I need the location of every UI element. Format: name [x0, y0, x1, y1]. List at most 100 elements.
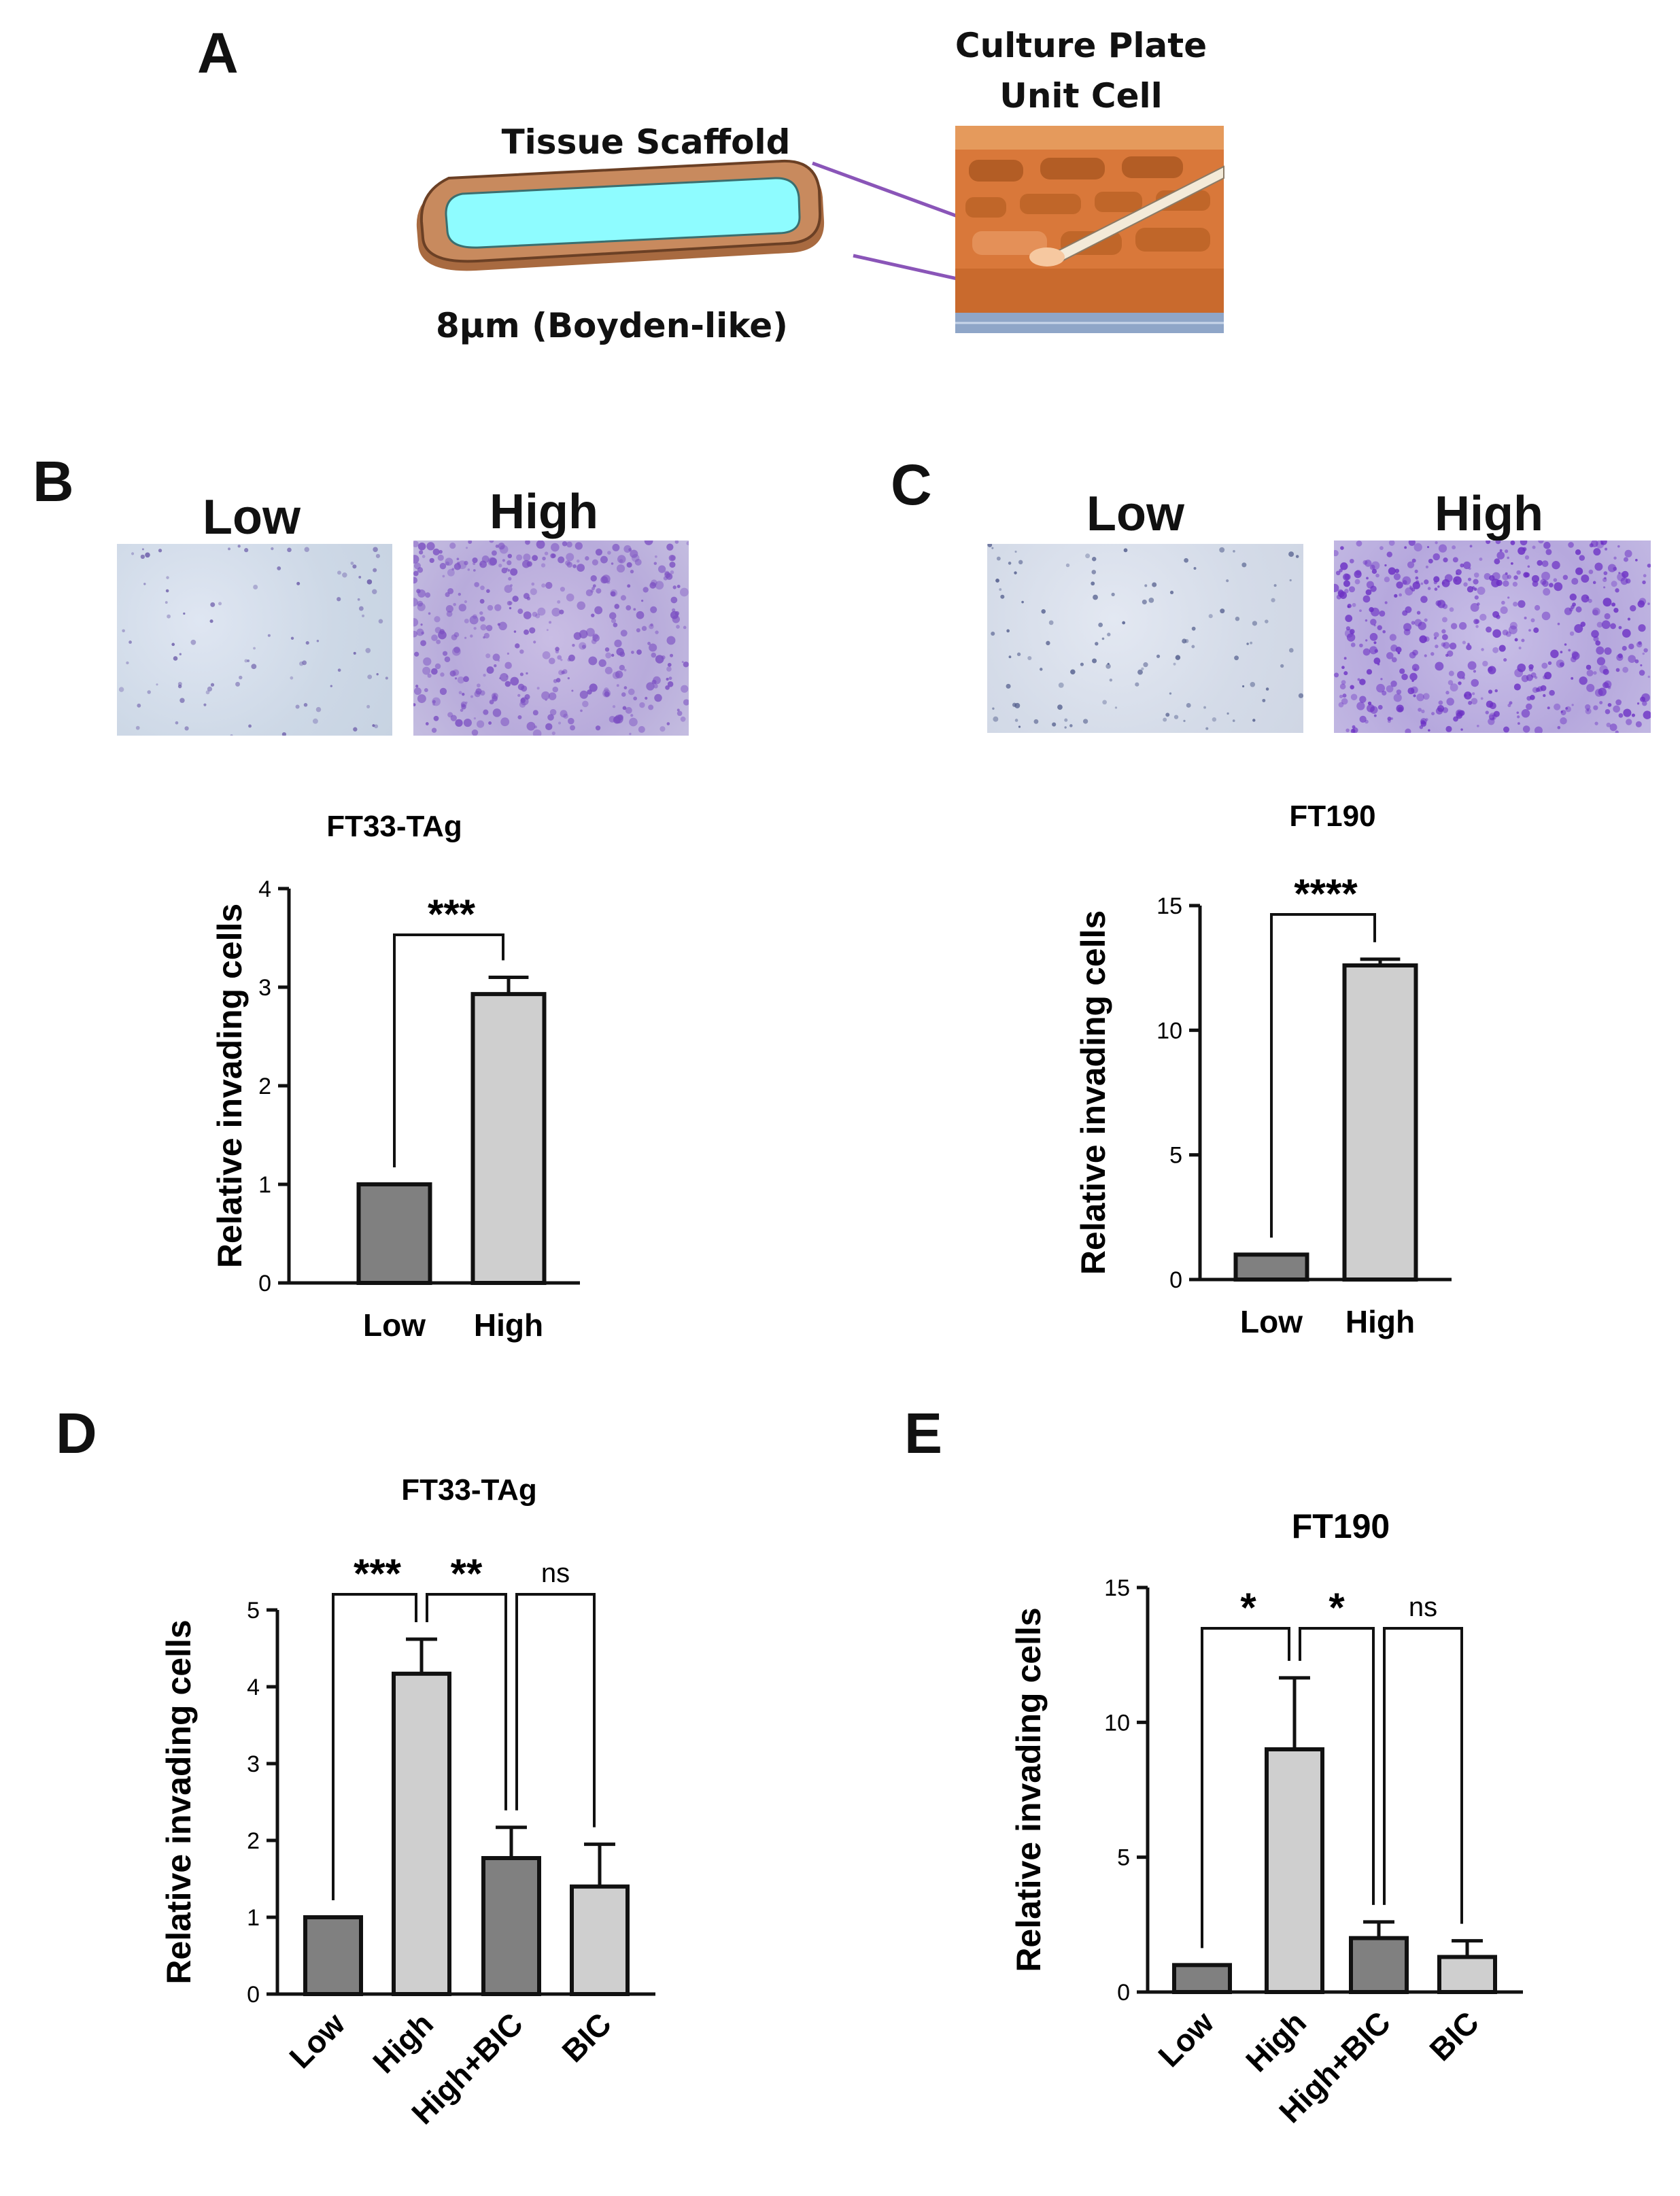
stained-cell — [1639, 670, 1645, 676]
stained-cell — [228, 547, 230, 551]
stained-cell — [1547, 706, 1550, 710]
stained-cell — [1569, 631, 1575, 636]
stained-cell — [592, 584, 596, 588]
stained-cell — [1424, 654, 1427, 657]
stained-cell — [1384, 564, 1387, 567]
stained-cell — [1407, 687, 1415, 695]
stained-cell — [630, 714, 634, 717]
stained-cell — [1425, 565, 1428, 568]
stained-cell — [1626, 719, 1632, 725]
stained-cell — [455, 719, 463, 727]
stained-cell — [1352, 602, 1356, 607]
stained-cell — [1173, 662, 1176, 666]
stained-cell — [1623, 557, 1628, 562]
stained-cell — [1495, 541, 1501, 545]
stained-cell — [456, 562, 460, 565]
stained-cell — [566, 593, 575, 602]
stained-cell — [1535, 676, 1538, 679]
stained-cell — [1428, 558, 1433, 564]
stained-cell — [1387, 717, 1392, 721]
stained-cell — [644, 541, 653, 545]
stained-cell — [1386, 652, 1394, 659]
stained-cell — [1571, 704, 1574, 706]
stained-cell — [680, 716, 686, 722]
stained-cell — [676, 708, 680, 712]
stained-cell — [1628, 643, 1634, 650]
stained-cell — [1416, 580, 1420, 584]
stained-cell — [619, 664, 625, 671]
stained-cell — [1547, 661, 1552, 666]
stained-cell — [639, 702, 645, 708]
stained-cell — [1532, 545, 1536, 549]
stained-cell — [1295, 555, 1299, 558]
stained-cell — [1280, 664, 1284, 668]
stained-cell — [417, 567, 424, 573]
stained-cell — [1027, 655, 1032, 661]
stained-cell — [1420, 721, 1427, 727]
stained-cell — [337, 668, 341, 672]
stained-cell — [1607, 685, 1611, 689]
stained-cell — [1575, 567, 1583, 575]
stained-cell — [483, 674, 486, 677]
stained-cell — [140, 554, 145, 560]
stained-cell — [296, 581, 301, 585]
stained-cell — [1409, 651, 1416, 659]
stained-cell — [1553, 578, 1558, 582]
stained-cell — [567, 676, 570, 680]
stained-cell — [499, 545, 509, 554]
stained-cell — [1371, 568, 1377, 574]
stained-cell — [653, 676, 661, 685]
stained-cell — [509, 606, 512, 610]
significance-stars: *** — [428, 891, 476, 937]
stained-cell — [558, 721, 562, 725]
stained-cell — [1416, 611, 1421, 615]
stained-cell — [431, 668, 438, 675]
stained-cell — [1343, 657, 1347, 660]
stained-cell — [500, 672, 509, 682]
stained-cell — [135, 725, 140, 730]
stained-cell — [1424, 618, 1428, 622]
stained-cell — [1607, 703, 1612, 707]
stained-cell — [1337, 590, 1345, 598]
stained-cell — [1462, 640, 1466, 645]
stained-cell — [604, 687, 609, 693]
stained-cell — [1559, 662, 1564, 667]
stained-cell — [541, 563, 546, 568]
stained-cell — [440, 672, 445, 677]
stained-cell — [1460, 563, 1464, 568]
stained-cell — [424, 688, 428, 692]
x-tick-label: BIC — [1422, 2004, 1486, 2068]
y-axis-label: Relative invading cells — [1074, 910, 1112, 1275]
stained-cell — [1339, 683, 1346, 690]
unit-cell-label: Unit Cell — [999, 76, 1163, 116]
stained-cell — [373, 547, 378, 553]
stained-cell — [1565, 706, 1571, 713]
y-tick-label: 0 — [258, 1271, 271, 1297]
stained-cell — [447, 712, 453, 718]
stained-cell — [464, 560, 468, 566]
stained-cell — [330, 685, 332, 687]
stained-cell — [1604, 613, 1611, 619]
stained-cell — [1527, 565, 1530, 568]
stained-cell — [676, 585, 681, 588]
stained-cell — [1571, 577, 1579, 585]
stained-cell — [681, 661, 684, 664]
stained-cell — [1507, 574, 1511, 579]
stained-cell — [507, 600, 512, 606]
stained-cell — [366, 579, 373, 585]
stained-cell — [444, 656, 451, 663]
significance-bracket — [1299, 1627, 1375, 1905]
stained-cell — [362, 614, 365, 617]
stained-cell — [571, 689, 574, 692]
y-tick-label: 5 — [1117, 1845, 1130, 1871]
stained-cell — [617, 564, 625, 573]
stained-cell — [649, 582, 656, 589]
stained-cell — [1647, 564, 1651, 568]
stained-cell — [1288, 648, 1294, 653]
stained-cell — [517, 608, 524, 615]
stained-cell — [523, 611, 532, 619]
stained-cell — [1594, 721, 1598, 725]
stained-cell — [1571, 604, 1575, 609]
stained-cell — [417, 600, 424, 607]
